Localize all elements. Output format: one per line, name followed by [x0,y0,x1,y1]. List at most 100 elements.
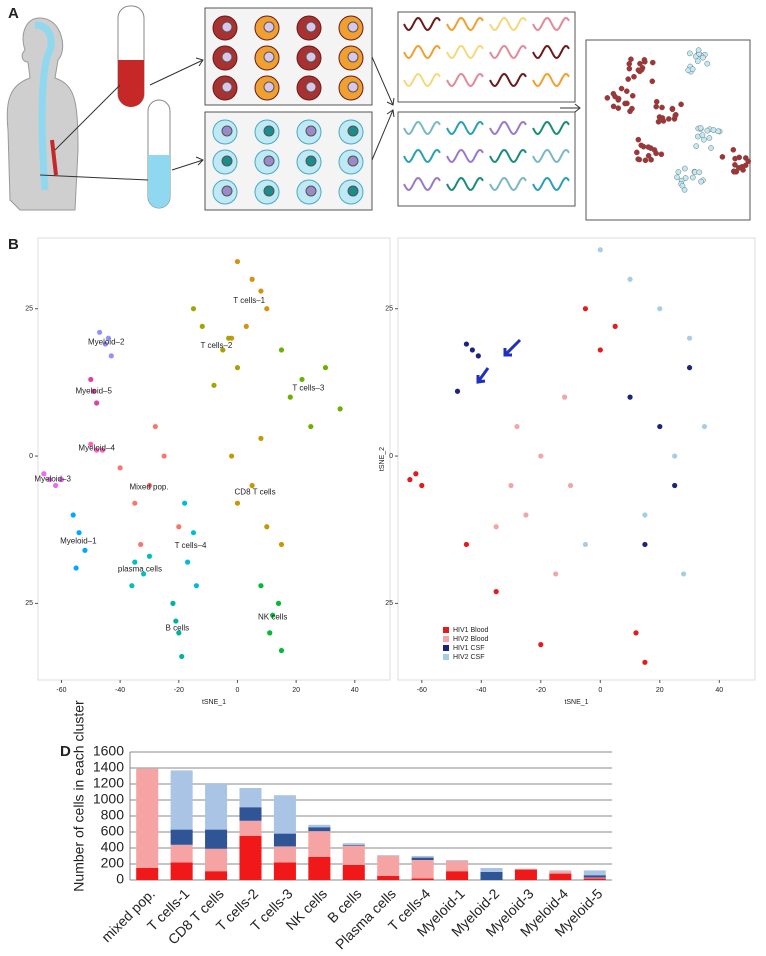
cell-nucleus [221,81,233,93]
dot [732,155,738,162]
y-tick-label: 25 [385,306,393,313]
legend-label: HIV2 CSF [453,654,485,661]
x-tick-label: 40 [715,687,723,694]
x-tick-label: -40 [115,687,125,694]
dot [642,157,649,164]
dot [675,169,682,175]
cluster-label: T cells–2 [201,341,233,350]
point [597,347,603,353]
bar-segment [273,862,296,880]
bar-segment [583,877,606,879]
point [582,306,589,312]
bar-segment [583,875,606,878]
x-axis-title: tSNE_1 [202,699,226,706]
point [597,247,603,253]
dot [700,54,706,61]
dot [745,158,752,165]
point [47,477,53,483]
point [322,365,329,371]
bar-segment [205,829,228,849]
point [612,323,618,329]
dot [612,93,618,100]
legend-label: HIV1 Blood [453,627,489,634]
point [278,647,285,654]
point [627,276,633,282]
point [454,388,461,394]
bar-segment [549,870,572,872]
point [132,500,138,506]
sequence-wave [403,44,441,60]
point [258,583,264,589]
legend-swatch [443,645,449,651]
cell-nucleus [305,21,317,33]
point [469,347,475,353]
point [681,571,687,577]
x-tick-label: -20 [174,687,184,694]
dot [704,60,711,67]
cluster-label: B cells [166,624,190,633]
bar-segment [170,844,193,863]
sequence-wave [532,72,570,88]
cell-nucleus [263,21,275,33]
point [94,400,100,406]
sequence-wave [532,16,570,32]
bar-segment [549,873,572,880]
point [70,512,76,518]
bar-segment [273,833,296,847]
point [243,323,249,329]
sequence-wave [532,148,570,164]
point [141,571,147,577]
cell-nucleus [263,51,275,63]
dot [624,100,630,107]
point [672,482,678,489]
bar-segment [377,856,400,876]
point [493,589,499,595]
vein [50,139,58,176]
point [275,600,282,606]
blood [118,60,144,107]
y-tick-label: 1000 [93,791,124,807]
sequence-wave [403,176,441,192]
point [97,329,103,335]
point [193,583,199,589]
x-tick-label: mixed pop. [98,885,158,945]
x-tick-label: -60 [417,687,427,694]
x-tick-label: 0 [598,687,602,694]
point [642,541,648,548]
cell-nucleus [305,51,317,63]
bar-segment [136,768,159,868]
dot [687,50,693,57]
dot [674,174,680,181]
y-tick-label: 0 [389,453,393,460]
point [258,288,264,294]
point [493,524,499,530]
point [267,630,273,636]
point [258,435,264,441]
dot [731,168,737,175]
bar-segment [480,868,503,872]
point [105,335,111,341]
point [185,559,191,565]
legend-label: HIV2 Blood [453,636,489,643]
dot [655,118,662,125]
bar-segment [170,829,193,845]
bar-segment [411,856,434,858]
bar-segment [514,868,537,870]
dot [682,175,689,181]
sequence-wave [489,176,527,192]
y-tick-label: 25 [385,600,393,607]
point [41,471,47,477]
dot [631,73,637,80]
point [146,482,153,489]
bar-segment [377,876,400,880]
dot [730,147,737,153]
dot [651,147,658,153]
x-tick-label: 20 [292,687,300,694]
point [553,571,559,577]
point [337,406,343,412]
point [419,482,425,489]
point [562,394,568,400]
cluster-label: Mixed pop. [129,482,168,491]
point [229,453,235,459]
sequence-wave [446,16,484,32]
